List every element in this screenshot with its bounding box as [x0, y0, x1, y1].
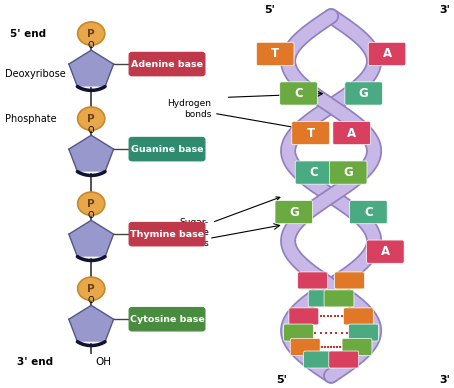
Text: T: T	[306, 126, 315, 140]
FancyBboxPatch shape	[330, 161, 367, 184]
Text: 5' end: 5' end	[10, 29, 46, 38]
FancyBboxPatch shape	[257, 42, 294, 66]
FancyBboxPatch shape	[295, 161, 333, 184]
Circle shape	[78, 107, 105, 130]
Text: O: O	[88, 126, 94, 135]
Text: C: C	[294, 87, 303, 100]
Text: Adenine base: Adenine base	[131, 60, 203, 69]
Text: Guanine base: Guanine base	[131, 145, 203, 154]
Polygon shape	[69, 50, 114, 87]
FancyBboxPatch shape	[345, 82, 382, 105]
Text: G: G	[343, 166, 353, 179]
Text: P: P	[88, 284, 95, 294]
Circle shape	[78, 192, 105, 215]
FancyBboxPatch shape	[368, 42, 406, 66]
Text: T: T	[271, 47, 279, 61]
FancyBboxPatch shape	[333, 121, 370, 145]
Text: C: C	[364, 206, 373, 218]
Text: 3': 3'	[439, 5, 450, 16]
Text: 3' end: 3' end	[16, 357, 53, 367]
Text: Cytosine base: Cytosine base	[130, 315, 204, 324]
FancyBboxPatch shape	[280, 82, 317, 105]
FancyBboxPatch shape	[329, 351, 359, 368]
FancyBboxPatch shape	[304, 351, 333, 368]
FancyBboxPatch shape	[129, 223, 205, 246]
FancyBboxPatch shape	[292, 121, 329, 145]
FancyBboxPatch shape	[284, 324, 314, 341]
Text: Deoxyribose: Deoxyribose	[5, 69, 66, 79]
Text: P: P	[88, 199, 95, 209]
Polygon shape	[69, 220, 114, 256]
Text: A: A	[347, 126, 356, 140]
FancyBboxPatch shape	[298, 272, 328, 289]
Text: 5': 5'	[276, 375, 287, 385]
Text: P: P	[88, 114, 95, 124]
Text: O: O	[88, 211, 94, 220]
Text: A: A	[381, 245, 390, 258]
FancyBboxPatch shape	[350, 201, 387, 224]
Text: Thymine base: Thymine base	[130, 230, 204, 239]
Text: OH: OH	[96, 357, 112, 367]
Text: A: A	[382, 47, 391, 61]
Text: 3': 3'	[439, 375, 450, 385]
FancyBboxPatch shape	[349, 324, 379, 341]
Polygon shape	[69, 135, 114, 171]
FancyBboxPatch shape	[290, 338, 320, 355]
Polygon shape	[69, 305, 114, 342]
Text: Sugar-
phosphate
backbones: Sugar- phosphate backbones	[160, 197, 280, 248]
FancyBboxPatch shape	[343, 308, 373, 325]
FancyBboxPatch shape	[129, 137, 205, 161]
Circle shape	[78, 277, 105, 300]
Text: G: G	[289, 206, 299, 218]
FancyBboxPatch shape	[129, 52, 205, 76]
FancyBboxPatch shape	[129, 308, 205, 331]
FancyBboxPatch shape	[342, 338, 372, 355]
FancyBboxPatch shape	[324, 290, 354, 307]
Text: 5': 5'	[265, 5, 276, 16]
Text: P: P	[88, 29, 95, 38]
FancyBboxPatch shape	[366, 240, 404, 263]
FancyBboxPatch shape	[275, 201, 313, 224]
Text: O: O	[88, 296, 94, 305]
Text: Hydrogen
bonds: Hydrogen bonds	[167, 99, 323, 133]
Circle shape	[78, 22, 105, 45]
FancyBboxPatch shape	[308, 290, 338, 307]
Text: Phosphate: Phosphate	[5, 114, 57, 124]
FancyBboxPatch shape	[289, 308, 319, 325]
FancyBboxPatch shape	[335, 272, 365, 289]
Text: C: C	[310, 166, 318, 179]
Text: G: G	[359, 87, 369, 100]
Text: O: O	[88, 41, 94, 50]
